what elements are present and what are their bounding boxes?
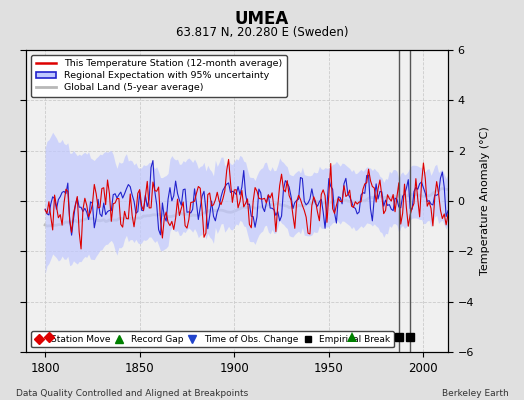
Y-axis label: Temperature Anomaly (°C): Temperature Anomaly (°C) (480, 127, 490, 275)
Text: UMEA: UMEA (235, 10, 289, 28)
Text: Berkeley Earth: Berkeley Earth (442, 389, 508, 398)
Text: 63.817 N, 20.280 E (Sweden): 63.817 N, 20.280 E (Sweden) (176, 26, 348, 39)
Legend: Station Move, Record Gap, Time of Obs. Change, Empirical Break: Station Move, Record Gap, Time of Obs. C… (31, 331, 394, 348)
Text: Data Quality Controlled and Aligned at Breakpoints: Data Quality Controlled and Aligned at B… (16, 389, 248, 398)
